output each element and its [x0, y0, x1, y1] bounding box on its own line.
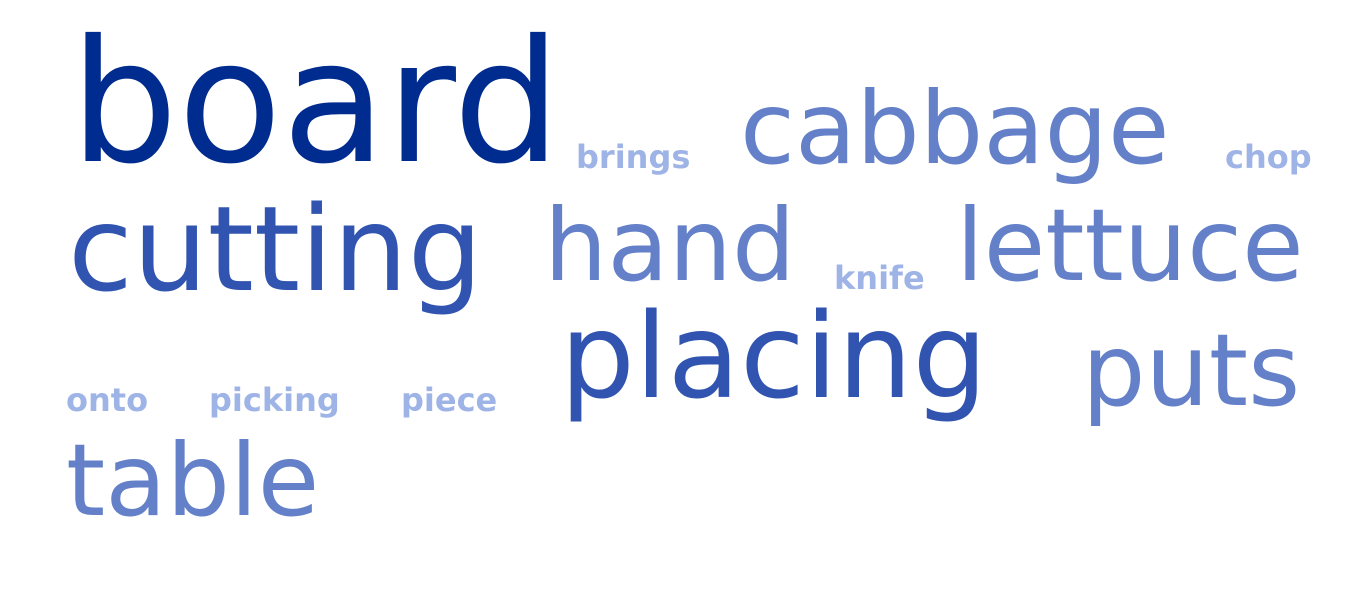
word-piece: piece [401, 381, 498, 419]
word-lettuce: lettuce [956, 187, 1304, 304]
word-chop: chop [1225, 138, 1312, 176]
word-hand: hand [544, 187, 796, 304]
word-knife: knife [834, 259, 925, 297]
word-table: table [66, 422, 320, 539]
word-placing: placing [560, 287, 988, 425]
word-puts: puts [1082, 312, 1301, 429]
word-onto: onto [66, 381, 149, 419]
word-board: board [70, 4, 561, 202]
word-cutting: cutting [68, 180, 483, 318]
word-cabbage: cabbage [740, 70, 1170, 187]
word-brings: brings [576, 138, 691, 176]
word-picking: picking [209, 381, 340, 419]
